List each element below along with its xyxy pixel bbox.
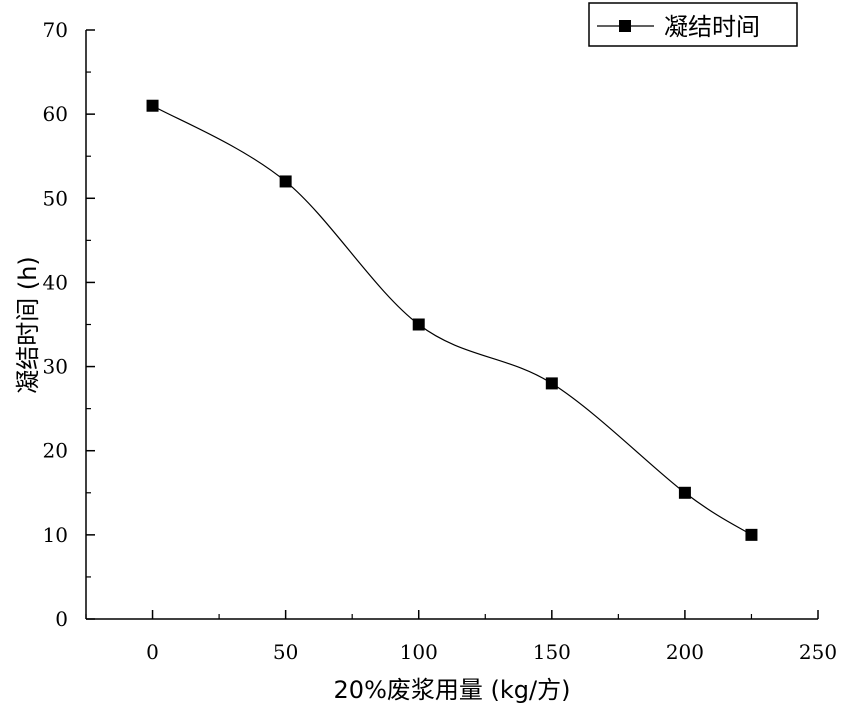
- y-tick-label: 50: [43, 186, 68, 210]
- y-axis-title: 凝结时间 (h): [14, 256, 42, 394]
- legend-marker-sample: [619, 20, 631, 32]
- y-tick-label: 70: [43, 18, 68, 42]
- y-tick-label: 60: [43, 102, 68, 126]
- x-axis-title: 20%废浆用量 (kg/方): [334, 676, 571, 704]
- legend: 凝结时间: [588, 2, 798, 47]
- x-axis-ticks: 0 50 100 150 200 250: [85, 610, 837, 664]
- data-point-marker: [412, 318, 425, 331]
- y-tick-label: 10: [43, 523, 68, 547]
- x-tick-label: 0: [146, 640, 159, 664]
- x-tick-label: 200: [666, 640, 704, 664]
- series-line-setting-time: [152, 105, 752, 536]
- y-tick-label: 0: [55, 607, 68, 631]
- data-point-marker: [678, 486, 691, 499]
- series-markers: [146, 99, 758, 541]
- axes: [85, 30, 818, 620]
- legend-entry-label: 凝结时间: [664, 13, 760, 41]
- data-point-marker: [146, 99, 159, 112]
- y-tick-label: 20: [43, 439, 68, 463]
- x-tick-label: 150: [533, 640, 571, 664]
- data-point-marker: [545, 377, 558, 390]
- x-tick-label: 100: [400, 640, 438, 664]
- y-tick-label: 40: [43, 270, 68, 294]
- y-axis-ticks: 0 10 20 30 40 50 60 70: [43, 18, 95, 631]
- data-point-marker: [745, 528, 758, 541]
- y-tick-label: 30: [43, 355, 68, 379]
- x-tick-label: 50: [273, 640, 298, 664]
- data-point-marker: [279, 175, 292, 188]
- x-tick-label: 250: [799, 640, 837, 664]
